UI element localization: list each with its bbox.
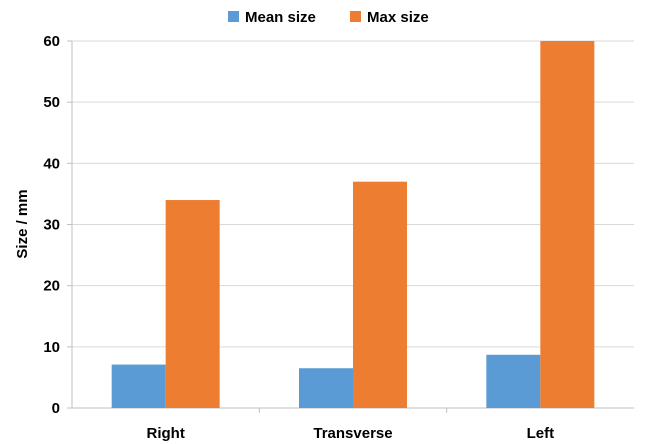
y-tick-label-20: 20 bbox=[43, 278, 60, 295]
bar-mean-size-transverse bbox=[299, 368, 353, 408]
bar-max-size-transverse bbox=[353, 181, 407, 408]
y-tick-label-50: 50 bbox=[43, 94, 60, 111]
y-tick-label-40: 40 bbox=[43, 155, 60, 172]
y-tick-label-0: 0 bbox=[52, 400, 60, 417]
bar-mean-size-left bbox=[486, 354, 541, 408]
legend-label-mean-size: Mean size bbox=[245, 9, 316, 26]
legend: Mean size Max size bbox=[228, 9, 429, 26]
x-tick-label-right: Right bbox=[147, 425, 185, 442]
y-axis-title: Size / mm bbox=[14, 189, 31, 258]
bar-max-size-left bbox=[540, 41, 595, 408]
y-axis-ticks: 0 10 20 30 40 50 60 bbox=[43, 33, 72, 417]
legend-swatch-max-size bbox=[350, 11, 361, 22]
legend-label-max-size: Max size bbox=[367, 9, 429, 26]
x-axis-labels: Right Transverse Left bbox=[147, 408, 555, 442]
legend-swatch-mean-size bbox=[228, 11, 239, 22]
y-tick-label-30: 30 bbox=[43, 217, 60, 234]
y-tick-label-60: 60 bbox=[43, 33, 60, 50]
bar-max-size-right bbox=[165, 200, 220, 408]
x-tick-label-left: Left bbox=[527, 425, 555, 442]
x-tick-label-transverse: Transverse bbox=[313, 425, 392, 442]
bars bbox=[111, 41, 595, 408]
bar-mean-size-right bbox=[111, 364, 166, 408]
y-tick-label-10: 10 bbox=[43, 339, 60, 356]
